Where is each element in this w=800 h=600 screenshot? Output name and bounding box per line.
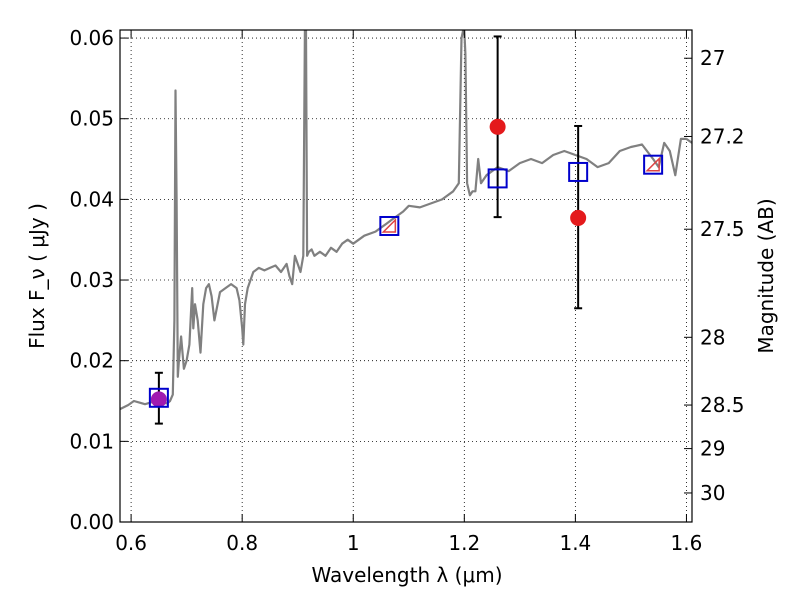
observed-point <box>150 391 167 408</box>
y-tick-label: 0.06 <box>69 26 114 50</box>
plot-frame <box>119 29 693 523</box>
model-point <box>487 168 508 189</box>
x-tick-label: 0.8 <box>226 531 258 555</box>
x-tick-label: 0.6 <box>115 531 147 555</box>
y-tick-label: 0.02 <box>69 349 114 373</box>
faint-marker <box>645 156 660 172</box>
y-tick-label: 0.00 <box>69 510 114 534</box>
x-tick-label: 1.2 <box>448 531 480 555</box>
mag-tick-label: 27 <box>700 46 725 70</box>
y-tick-label: 0.04 <box>69 187 114 211</box>
x-tick-label: 1 <box>347 531 360 555</box>
mag-tick-label: 27.5 <box>700 217 745 241</box>
observed-point <box>570 209 587 226</box>
faint-marker <box>381 218 397 233</box>
x-tick-label: 1.4 <box>559 531 591 555</box>
x-axis-label: Wavelength λ (μm) <box>311 563 502 587</box>
plot-area <box>120 30 692 425</box>
y-tick-label: 0.05 <box>69 107 114 131</box>
mag-tick-label: 30 <box>700 481 725 505</box>
mag-tick-label: 29 <box>700 437 725 461</box>
spectrum-line <box>120 30 692 411</box>
mag-tick-label: 28.5 <box>700 393 745 417</box>
model-point <box>568 161 589 182</box>
model-point <box>643 154 664 175</box>
model-point <box>148 387 169 408</box>
y-tick-label: 0.01 <box>69 429 114 453</box>
x-tick-label: 1.6 <box>671 531 703 555</box>
grid-lines <box>120 30 692 522</box>
right-axis-label: Magnitude (AB) <box>754 198 778 353</box>
observed-point <box>489 118 506 135</box>
mag-tick-label: 27.2 <box>700 124 745 148</box>
model-point <box>379 215 400 236</box>
axis-ticks: 0.6 0.8 1 1.2 1.4 1.6 0.00 0.01 0.02 0.03 0.04 0.05… <box>69 26 744 555</box>
y-tick-label: 0.03 <box>69 268 114 292</box>
y-axis-label: Flux F_ν ( μJy ) <box>25 203 49 349</box>
mag-tick-label: 28 <box>700 325 725 349</box>
